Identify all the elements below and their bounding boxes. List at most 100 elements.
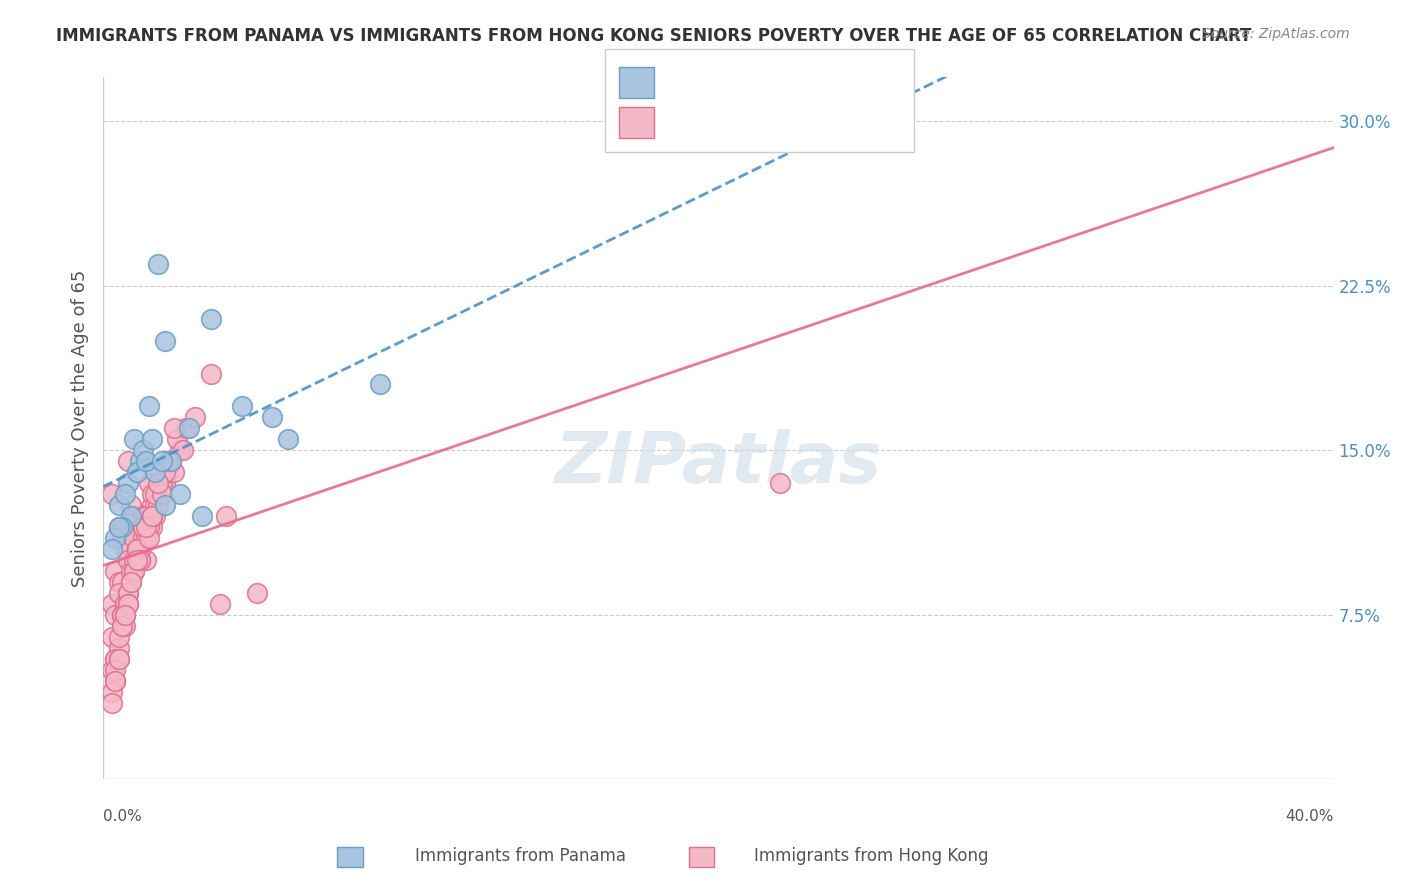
Point bbox=[190, 509, 212, 524]
Point bbox=[114, 597, 136, 611]
Point bbox=[145, 498, 167, 512]
Point bbox=[135, 531, 157, 545]
Point bbox=[117, 553, 139, 567]
Point bbox=[141, 487, 163, 501]
Point bbox=[110, 520, 132, 534]
Point bbox=[174, 421, 197, 435]
Point bbox=[104, 673, 127, 688]
Point bbox=[120, 498, 142, 512]
Point bbox=[135, 454, 157, 468]
Point bbox=[101, 597, 124, 611]
Point bbox=[107, 586, 129, 600]
Point bbox=[163, 465, 186, 479]
Point bbox=[150, 454, 173, 468]
Point bbox=[132, 520, 155, 534]
Point bbox=[141, 498, 163, 512]
Point bbox=[104, 663, 127, 677]
Point bbox=[101, 684, 124, 698]
Point bbox=[208, 597, 231, 611]
Point bbox=[156, 465, 179, 479]
Point bbox=[135, 553, 157, 567]
Point bbox=[122, 531, 145, 545]
Text: R =  0.336: R = 0.336 bbox=[664, 64, 759, 82]
Point bbox=[110, 607, 132, 622]
Point bbox=[138, 476, 160, 491]
Point bbox=[169, 487, 191, 501]
Point bbox=[122, 433, 145, 447]
Point bbox=[104, 531, 127, 545]
Point bbox=[129, 553, 152, 567]
Point bbox=[120, 574, 142, 589]
Point bbox=[107, 640, 129, 655]
Point bbox=[117, 597, 139, 611]
Point bbox=[200, 311, 222, 326]
Point bbox=[125, 553, 148, 567]
Point bbox=[107, 520, 129, 534]
Point bbox=[184, 410, 207, 425]
Text: N =  104: N = 104 bbox=[762, 104, 842, 122]
Point bbox=[114, 487, 136, 501]
Point bbox=[135, 520, 157, 534]
Point bbox=[132, 443, 155, 458]
Point bbox=[153, 476, 176, 491]
Point bbox=[132, 520, 155, 534]
Point bbox=[138, 531, 160, 545]
Point bbox=[138, 509, 160, 524]
Point bbox=[101, 487, 124, 501]
Point bbox=[120, 574, 142, 589]
Point bbox=[262, 410, 284, 425]
Point bbox=[110, 607, 132, 622]
Text: Immigrants from Panama: Immigrants from Panama bbox=[415, 847, 626, 865]
Point bbox=[138, 520, 160, 534]
Point bbox=[246, 586, 269, 600]
Point bbox=[231, 400, 253, 414]
Point bbox=[153, 465, 176, 479]
Point bbox=[122, 564, 145, 578]
Point bbox=[110, 619, 132, 633]
Point bbox=[138, 400, 160, 414]
Point bbox=[114, 607, 136, 622]
Point bbox=[117, 454, 139, 468]
Point bbox=[125, 541, 148, 556]
Text: R = -0.011: R = -0.011 bbox=[664, 104, 761, 122]
Point bbox=[129, 553, 152, 567]
Point bbox=[159, 454, 181, 468]
Point bbox=[125, 531, 148, 545]
Point bbox=[122, 509, 145, 524]
Point bbox=[125, 553, 148, 567]
Point bbox=[179, 421, 201, 435]
Point bbox=[107, 630, 129, 644]
Point bbox=[117, 586, 139, 600]
Point bbox=[104, 651, 127, 665]
Point bbox=[200, 367, 222, 381]
Text: IMMIGRANTS FROM PANAMA VS IMMIGRANTS FROM HONG KONG SENIORS POVERTY OVER THE AGE: IMMIGRANTS FROM PANAMA VS IMMIGRANTS FRO… bbox=[56, 27, 1251, 45]
Point bbox=[163, 421, 186, 435]
Text: Source: ZipAtlas.com: Source: ZipAtlas.com bbox=[1202, 27, 1350, 41]
Point bbox=[110, 574, 132, 589]
Point bbox=[145, 487, 167, 501]
Point bbox=[104, 651, 127, 665]
Point bbox=[156, 454, 179, 468]
Point bbox=[114, 597, 136, 611]
Point bbox=[132, 531, 155, 545]
Point bbox=[166, 433, 188, 447]
Point bbox=[172, 443, 194, 458]
Point bbox=[107, 520, 129, 534]
Point bbox=[117, 586, 139, 600]
Point bbox=[101, 541, 124, 556]
Point bbox=[125, 465, 148, 479]
Y-axis label: Seniors Poverty Over the Age of 65: Seniors Poverty Over the Age of 65 bbox=[72, 269, 89, 587]
Point bbox=[120, 553, 142, 567]
Point bbox=[107, 574, 129, 589]
Point bbox=[120, 564, 142, 578]
Point bbox=[107, 651, 129, 665]
Point bbox=[117, 476, 139, 491]
Point bbox=[148, 487, 170, 501]
Point bbox=[107, 651, 129, 665]
Point bbox=[122, 564, 145, 578]
Point bbox=[277, 433, 299, 447]
Point bbox=[153, 498, 176, 512]
Point bbox=[110, 531, 132, 545]
Point bbox=[129, 541, 152, 556]
Point bbox=[368, 377, 391, 392]
